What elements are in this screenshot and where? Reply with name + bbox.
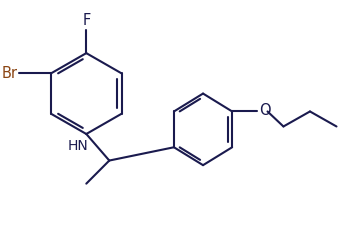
Text: F: F [82,13,90,28]
Text: Br: Br [1,66,17,81]
Text: O: O [259,103,271,119]
Text: HN: HN [68,139,89,153]
